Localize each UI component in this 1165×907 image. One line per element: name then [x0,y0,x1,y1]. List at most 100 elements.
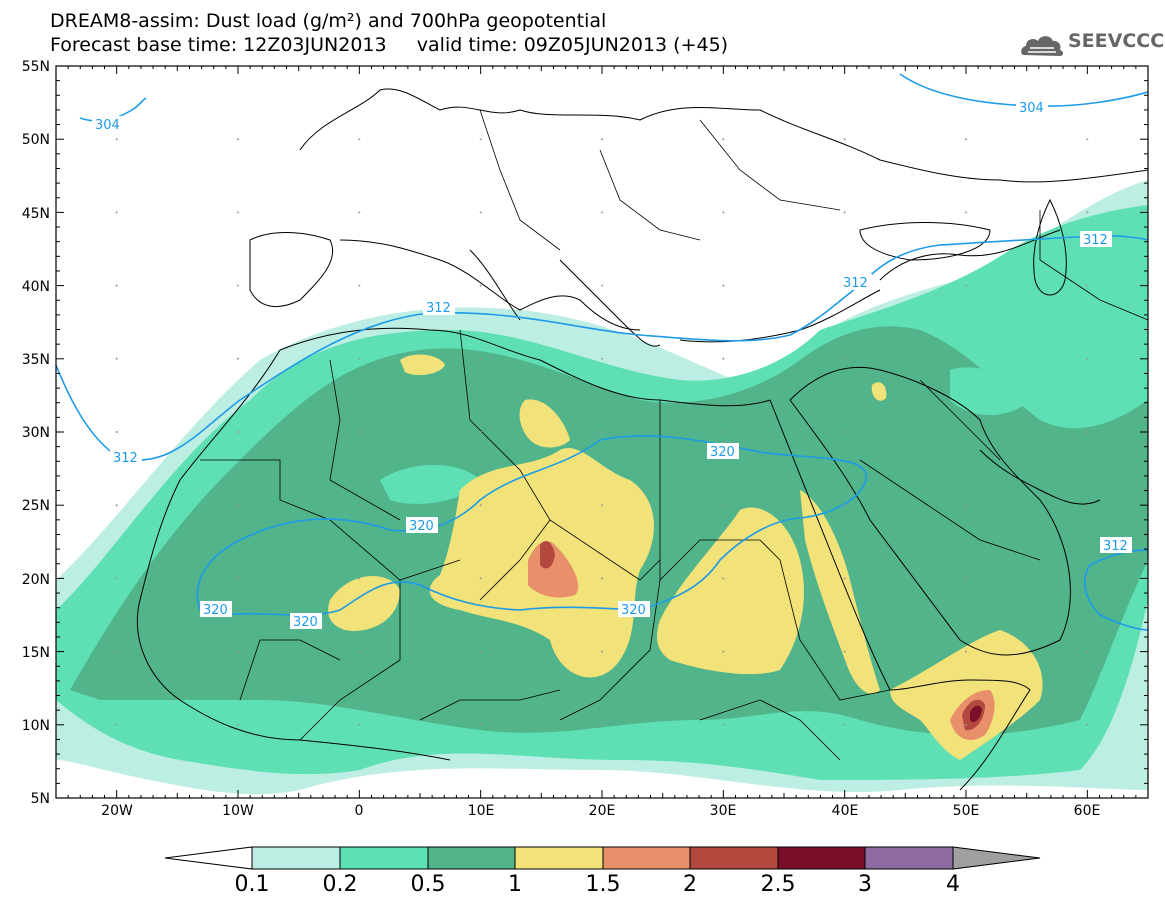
graticule-dot [237,723,239,726]
lon-label-20e: 20E [589,803,616,819]
country-borders [200,109,1148,761]
graticule-dot [1086,504,1089,507]
colorbar-label: 2 [683,872,697,897]
graticule-dot [843,577,846,580]
dust-region-0.2-patch-east [950,367,1030,415]
graticule-dot [843,723,846,726]
graticule-dot [479,284,482,287]
lon-label-60e: 60E [1074,803,1101,819]
axis-ticks [55,65,1149,799]
lon-label-10e: 10E [468,803,495,819]
graticule-dot [722,577,725,580]
graticule-dot [965,138,967,141]
graticule-dot [722,357,725,360]
graticule-dot [722,723,725,726]
colorbar-label: 1.5 [585,872,621,897]
contour-label-320-algeria: 320 [409,519,434,534]
lat-label-15n: 15N [22,645,50,661]
contour-label-320-west: 320 [203,603,228,618]
contour-label-312-turkey: 312 [843,276,868,291]
colorbar-cell [339,846,429,870]
contour-label-312-mediterranean: 312 [426,301,451,316]
contour-label-312-atlantic: 312 [113,451,138,466]
graticule-dot [965,211,967,214]
colorbar-cell-over [952,846,1041,870]
graticule-dot [358,357,361,360]
graticule-dot [843,357,846,360]
colorbar-cell [514,846,604,870]
graticule-dot [115,357,118,360]
lat-labels: 5N 10N 15N 20N 25N 30N 35N 40N 45N 50N 5… [22,59,50,807]
colorbar-cell [689,846,779,870]
graticule-dot [479,357,482,360]
colorbar-label: 0.5 [410,872,446,897]
colorbar-label: 1 [508,872,522,897]
graticule-dot [115,211,118,214]
graticule-dot [1086,431,1089,433]
graticule-dot [601,357,603,360]
graticule-dot [965,431,967,433]
graticule-dot [601,723,603,726]
logo-text: SEEVCCC [1068,30,1165,52]
lat-label-55n: 55N [22,59,50,75]
colorbar-cell [427,846,516,870]
graticule-dot [115,504,118,507]
graticule-dot [843,284,846,287]
lat-label-30n: 30N [22,425,50,441]
dust-region-1-mali [328,576,400,631]
colorbar-label: 2.5 [760,872,796,897]
coastlines [136,88,1148,791]
graticule-dot [601,138,603,141]
graticule-dot [479,138,482,141]
graticule-dot [358,723,361,726]
contour-label-312-arabian-sea: 312 [1103,539,1128,554]
graticule-dot [843,504,846,507]
contour-label-312-caspian: 312 [1083,233,1108,248]
lat-label-20n: 20N [22,572,50,588]
graticule-dot [843,211,846,214]
dust-region-1-redsea [800,490,880,694]
lat-label-50n: 50N [22,132,50,148]
colorbar-cell [602,846,691,870]
graticule-dot [358,138,361,141]
lat-label-5n: 5N [31,791,50,807]
graticule-dot [358,650,361,653]
dust-region-1-algeria [400,354,445,376]
chart-title: DREAM8-assim: Dust load (g/m²) and 700hP… [50,10,607,32]
graticule-dot [843,431,846,433]
graticule-dot [237,431,239,433]
lat-label-45n: 45N [22,206,50,222]
graticule-dot [722,431,725,433]
lon-label-30e: 30E [710,803,737,819]
graticule-dot [601,504,603,507]
graticule-dot [115,431,118,433]
contour-label-320-mali: 320 [293,615,318,630]
graticule-dot [843,650,846,653]
graticule-dot [358,577,361,580]
graticule-dot [237,211,239,214]
graticule-dot [965,650,967,653]
graticule-dot [601,284,603,287]
graticule-dot [479,431,482,433]
colorbar-label: 0.1 [234,872,270,897]
colorbar-cell [777,846,866,870]
graticule-dot [358,504,361,507]
graticule-dot [237,284,239,287]
dust-region-3-somalia [970,705,982,722]
graticule-dot [1086,211,1089,214]
chart-subtitle: Forecast base time: 12Z03JUN2013 valid t… [50,34,729,56]
graticule-dot [601,650,603,653]
graticule-dot [237,650,239,653]
lon-label-50e: 50E [953,803,980,819]
graticule [115,138,1089,726]
graticule-dot [965,504,967,507]
lat-label-25n: 25N [22,498,50,514]
graticule-dot [722,138,725,141]
graticule-dot [601,211,603,214]
dust-region-0.2-patch [380,465,480,504]
graticule-dot [358,284,361,287]
graticule-dot [722,284,725,287]
graticule-dot [115,577,118,580]
lat-label-40n: 40N [22,279,50,295]
graticule-dot [601,577,603,580]
